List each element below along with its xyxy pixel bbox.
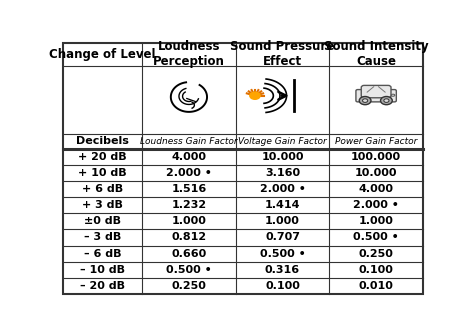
Text: 10.000: 10.000 [355,168,397,178]
Text: + 3 dB: + 3 dB [82,200,123,210]
Text: + 6 dB: + 6 dB [82,184,123,194]
Text: 0.812: 0.812 [172,232,207,242]
Ellipse shape [391,94,395,96]
Text: 10.000: 10.000 [261,152,304,162]
Text: 3.160: 3.160 [265,168,300,178]
Text: Change of Level: Change of Level [49,48,156,61]
Text: – 20 dB: – 20 dB [80,281,125,291]
Circle shape [381,97,392,105]
Circle shape [250,92,260,99]
Text: – 6 dB: – 6 dB [84,248,121,258]
Text: ±0 dB: ±0 dB [84,216,121,226]
Text: 0.100: 0.100 [359,265,393,275]
Circle shape [384,99,389,102]
Text: 0.250: 0.250 [172,281,206,291]
Text: Power Gain Factor: Power Gain Factor [335,137,417,146]
Text: 0.660: 0.660 [171,248,207,258]
Text: Loudness
Perception: Loudness Perception [153,40,225,68]
Text: Loudness Gain Factor: Loudness Gain Factor [140,137,238,146]
Text: 0.100: 0.100 [265,281,300,291]
Text: 4.000: 4.000 [359,184,393,194]
Text: 100.000: 100.000 [351,152,401,162]
Text: 0.500 •: 0.500 • [166,265,212,275]
Text: 2.000 •: 2.000 • [260,184,305,194]
Text: 2.000 •: 2.000 • [166,168,212,178]
Text: Sound Intensity
Cause: Sound Intensity Cause [324,40,428,68]
Text: 1.516: 1.516 [171,184,207,194]
Text: 1.000: 1.000 [359,216,393,226]
Text: Voltage Gain Factor: Voltage Gain Factor [238,137,327,146]
Text: + 20 dB: + 20 dB [78,152,127,162]
Text: Sound Pressure
Effect: Sound Pressure Effect [230,40,335,68]
Circle shape [359,97,371,105]
FancyBboxPatch shape [361,85,391,98]
Text: Decibels: Decibels [76,136,129,146]
Text: + 10 dB: + 10 dB [78,168,127,178]
Text: 1.000: 1.000 [172,216,206,226]
Text: – 3 dB: – 3 dB [84,232,121,242]
Text: 2.000 •: 2.000 • [353,200,399,210]
Text: 0.316: 0.316 [265,265,300,275]
Text: 0.500 •: 0.500 • [353,232,399,242]
FancyBboxPatch shape [356,90,396,102]
Text: 1.000: 1.000 [265,216,300,226]
Text: 0.250: 0.250 [359,248,393,258]
Text: 1.232: 1.232 [172,200,207,210]
Text: – 10 dB: – 10 dB [80,265,125,275]
Text: 0.500 •: 0.500 • [260,248,305,258]
Text: 1.414: 1.414 [265,200,300,210]
Circle shape [363,99,368,102]
Text: 0.010: 0.010 [359,281,393,291]
Text: 0.707: 0.707 [265,232,300,242]
Text: 4.000: 4.000 [172,152,206,162]
